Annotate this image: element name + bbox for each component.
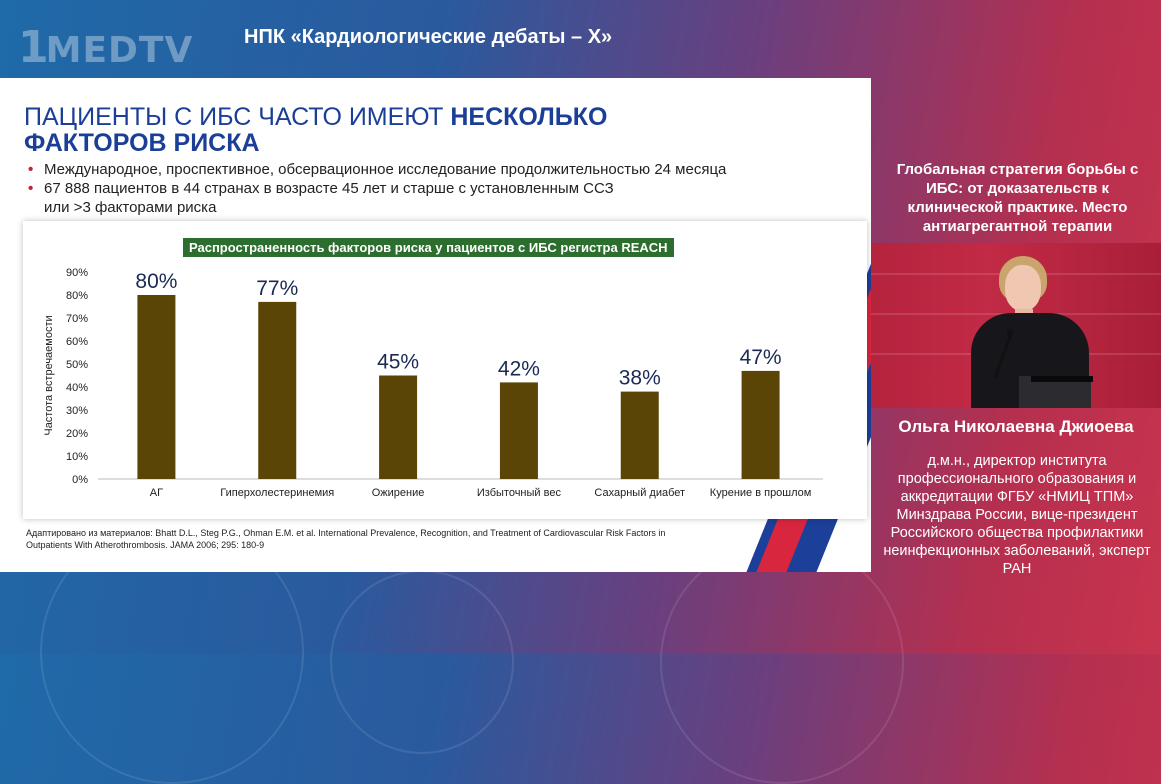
slide-title: ПАЦИЕНТЫ С ИБС ЧАСТО ИМЕЮТ НЕСКОЛЬКО ФАК…: [24, 103, 608, 157]
y-tick-label: 70%: [66, 313, 88, 325]
bar-value-label: 45%: [377, 351, 419, 374]
video-frame: { "header": { "logo": "MEDTV", "logo_pre…: [0, 0, 1161, 654]
slide-bullets: Международное, проспективное, обсервацио…: [28, 160, 788, 217]
bar-value-label: 47%: [740, 346, 782, 369]
chart-title: Распространенность факторов риска у паци…: [183, 238, 674, 257]
bar-value-label: 80%: [135, 270, 177, 293]
y-tick-label: 10%: [66, 451, 88, 463]
medtv-logo: 1MEDTV: [18, 22, 194, 73]
laptop: [1031, 376, 1093, 382]
bar: [499, 382, 538, 479]
source-citation: Адаптировано из материалов: Bhatt D.L., …: [26, 528, 666, 550]
y-tick-label: 0%: [72, 474, 88, 486]
x-tick-label: Избыточный вес: [477, 487, 562, 499]
event-title: НПК «Кардиологические дебаты – Х»: [244, 26, 613, 48]
bullet-item: Международное, проспективное, обсервацио…: [28, 160, 788, 179]
y-tick-label: 40%: [66, 382, 88, 394]
y-tick-label: 50%: [66, 359, 88, 371]
x-tick-label: Курение в прошлом: [710, 487, 812, 499]
bar-value-label: 38%: [619, 367, 661, 390]
microphone-head-icon: [1007, 329, 1013, 337]
speaker-name: Ольга Николаевна Джиоева: [898, 417, 1134, 436]
y-tick-label: 60%: [66, 336, 88, 348]
bar-value-label: 42%: [498, 357, 540, 380]
y-tick-label: 20%: [66, 428, 88, 440]
bullet-item: 67 888 пациентов в 44 странах в возрасте…: [28, 179, 624, 217]
bar: [137, 295, 176, 479]
y-tick-label: 90%: [66, 267, 88, 279]
decorative-circle: [660, 540, 904, 784]
decorative-circle: [330, 570, 514, 754]
y-axis-label: Частота встречаемости: [43, 315, 55, 435]
bar-value-label: 77%: [256, 277, 298, 300]
x-tick-label: Ожирение: [372, 487, 425, 499]
y-tick-label: 80%: [66, 290, 88, 302]
presentation-slide: ПАЦИЕНТЫ С ИБС ЧАСТО ИМЕЮТ НЕСКОЛЬКО ФАК…: [0, 78, 871, 572]
speaker-description: д.м.н., директор института профессиональ…: [883, 453, 1151, 577]
talk-title: Глобальная стратегия борьбы с ИБС: от до…: [896, 161, 1139, 235]
speaker-face: [1005, 265, 1041, 311]
speaker-video: [871, 243, 1161, 408]
broadcast-header: 1MEDTV НПК «Кардиологические дебаты – Х»: [0, 0, 1161, 78]
x-tick-label: Сахарный диабет: [594, 487, 685, 499]
bar-chart: Распространенность факторов риска у паци…: [23, 221, 867, 519]
bar: [620, 391, 659, 479]
x-tick-label: АГ: [150, 487, 163, 499]
bar: [258, 301, 297, 479]
chart-canvas: 0% 10% 20% 30% 40% 50% 60% 70% 80% 90% Частота вст…: [43, 267, 823, 499]
bar: [741, 370, 780, 479]
bar: [379, 375, 418, 479]
x-tick-label: Гиперхолестеринемия: [220, 487, 334, 499]
y-tick-label: 30%: [66, 405, 88, 417]
